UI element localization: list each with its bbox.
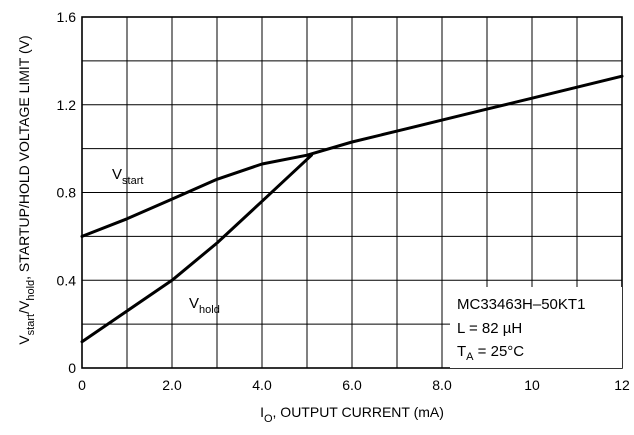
legend-line-temperature: TA = 25°C: [457, 343, 524, 363]
y-axis-title: Vstart/Vhold, STARTUP/HOLD VOLTAGE LIMIT…: [16, 35, 37, 344]
y-axis-title-p1: V: [16, 335, 32, 345]
vstart-annotation: Vstart: [112, 166, 143, 187]
x-axis-title-sub: O: [264, 413, 273, 425]
vhold-annotation: Vhold: [189, 295, 220, 316]
series-lines: [80, 74, 624, 344]
x-tick-label: 0: [78, 377, 86, 393]
x-tick-label: 2.0: [162, 377, 182, 393]
x-axis-title-rest: , OUTPUT CURRENT (mA): [273, 404, 444, 420]
y-tick-label: 0: [68, 360, 76, 376]
y-tick-label: 0.8: [57, 185, 77, 201]
vhold-annotation-sub: hold: [199, 304, 220, 316]
legend-temp-rest: = 25°C: [474, 343, 525, 360]
y-axis-title-p3: , STARTUP/HOLD VOLTAGE LIMIT (V): [16, 35, 32, 280]
y-tick-label: 1.2: [57, 97, 77, 113]
vhold-annotation-main: V: [189, 295, 199, 312]
x-tick-label: 12: [614, 377, 630, 393]
x-axis-title-main: I: [260, 404, 264, 420]
legend-box: [450, 287, 622, 368]
series-line-v-hold: [80, 153, 313, 344]
y-tick-label: 1.6: [57, 9, 77, 25]
x-axis-title: IO, OUTPUT CURRENT (mA): [260, 404, 444, 425]
series-line-v-start: [80, 74, 624, 238]
legend-temp-main: T: [457, 343, 466, 360]
legend-line-inductance: L = 82 µH: [457, 320, 522, 337]
y-axis-title-p1-sub: start: [25, 314, 37, 335]
x-tick-label: 4.0: [252, 377, 272, 393]
y-tick-label: 0.4: [57, 272, 77, 288]
y-axis-title-p2: /V: [16, 300, 32, 314]
legend-temp-sub: A: [466, 351, 474, 363]
vstart-annotation-main: V: [112, 166, 122, 183]
y-axis-title-p2-sub: hold: [25, 280, 37, 301]
vstart-annotation-sub: start: [122, 175, 143, 187]
x-tick-label: 6.0: [342, 377, 362, 393]
x-tick-label: 10: [524, 377, 540, 393]
grid-lines: [82, 17, 622, 368]
plot-frame: [81, 16, 623, 369]
legend-line-part: MC33463H–50KT1: [457, 296, 585, 313]
y-tick-labels: 0 0.4 0.8 1.2 1.6: [57, 9, 77, 376]
x-tick-label: 8.0: [432, 377, 452, 393]
x-tick-labels: 0 2.0 4.0 6.0 8.0 10 12: [78, 377, 630, 393]
